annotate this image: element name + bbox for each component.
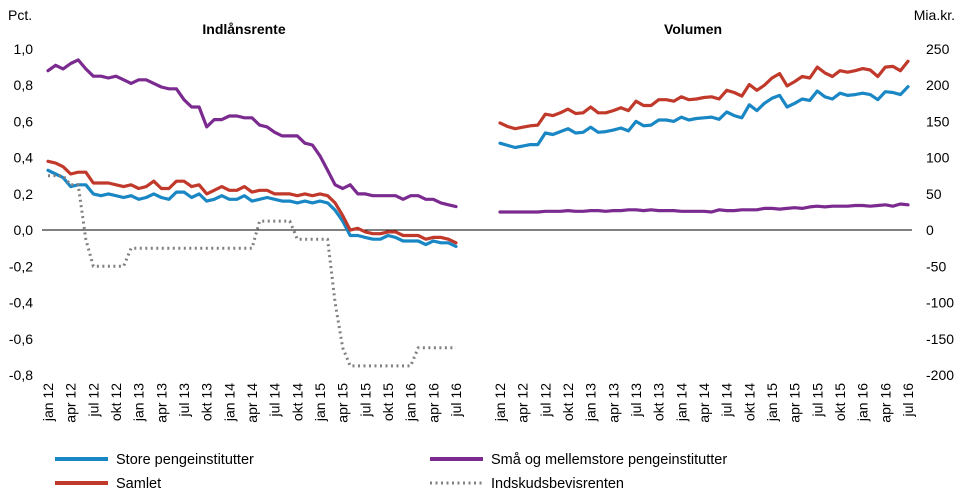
x-tick-label: okt 12 — [108, 383, 124, 421]
x-tick-label: jul 13 — [176, 383, 192, 418]
left-tick-label: -0,4 — [9, 295, 33, 311]
x-tick-label: apr 15 — [787, 383, 803, 423]
x-tick-label: jul 16 — [448, 383, 464, 418]
right-axis-unit: Mia.kr. — [914, 7, 955, 23]
legend-label-samlet: Samlet — [116, 476, 161, 492]
x-tick-label: jan 15 — [312, 383, 328, 422]
x-tick-label: apr 13 — [605, 383, 621, 423]
x-tick-label: okt 15 — [832, 383, 848, 421]
right-tick-label: 100 — [926, 150, 950, 166]
x-axis-ticks-left-panel: jan 12 apr 12 jul 12 okt 12 jan 13 apr 13 jul … — [40, 383, 464, 423]
left-axis-ticks: 1,0 0,8 0,6 0,4 0,2 0,0 -0,2 -0,4 -0,6 -0,8 — [9, 41, 33, 383]
right-tick-label: -200 — [926, 367, 954, 383]
x-tick-label: apr 14 — [244, 383, 260, 423]
x-tick-label: apr 12 — [515, 383, 531, 423]
x-tick-label: jul 14 — [719, 383, 735, 418]
x-tick-label: jul 15 — [357, 383, 373, 418]
left-tick-label: 0,8 — [14, 77, 34, 93]
panel-title-rates: Indlånsrente — [202, 21, 285, 37]
x-axis-ticks-right-panel: jan 12 apr 12 jul 12 okt 12 jan 13 apr 13 jul … — [492, 383, 916, 423]
legend: Store pengeinstitutter Små og mellemstor… — [55, 452, 727, 492]
x-tick-label: jul 12 — [85, 383, 101, 418]
x-tick-label: jan 12 — [40, 383, 56, 422]
legend-label-smaa: Små og mellemstore pengeinstitutter — [491, 452, 727, 468]
right-tick-label: 200 — [926, 77, 950, 93]
x-tick-label: okt 12 — [560, 383, 576, 421]
rate-line-samlet — [46, 159, 458, 245]
x-tick-label: okt 15 — [380, 383, 396, 421]
rate-line-store-pengeinstitutter — [46, 168, 458, 248]
x-tick-label: okt 13 — [199, 383, 215, 421]
x-tick-label: jul 12 — [537, 383, 553, 418]
right-tick-label: -150 — [926, 331, 954, 347]
x-tick-label: jan 13 — [583, 383, 599, 422]
x-tick-label: apr 15 — [335, 383, 351, 423]
volume-line-store-pengeinstitutter — [498, 85, 910, 150]
right-tick-label: 250 — [926, 41, 950, 57]
volume-line-samlet — [498, 59, 910, 131]
left-tick-label: 0,6 — [14, 113, 34, 129]
x-tick-label: jul 14 — [267, 383, 283, 418]
right-tick-label: 0 — [926, 222, 934, 238]
x-tick-label: jan 16 — [855, 383, 871, 422]
panel-title-volume: Volumen — [664, 21, 722, 37]
right-tick-label: -50 — [926, 258, 946, 274]
left-tick-label: 0,4 — [14, 150, 34, 166]
left-tick-label: 1,0 — [14, 41, 34, 57]
x-tick-label: okt 14 — [741, 383, 757, 421]
x-tick-label: jan 12 — [492, 383, 508, 422]
x-tick-label: jan 13 — [131, 383, 147, 422]
left-tick-label: -0,2 — [9, 258, 33, 274]
x-tick-label: apr 14 — [696, 383, 712, 423]
left-tick-label: -0,6 — [9, 331, 33, 347]
left-tick-label: 0,0 — [14, 222, 34, 238]
legend-label-indskud: Indskudsbevisrenten — [491, 476, 624, 492]
legend-label-store: Store pengeinstitutter — [116, 452, 254, 468]
x-tick-label: okt 14 — [289, 383, 305, 421]
x-tick-label: apr 13 — [153, 383, 169, 423]
x-tick-label: apr 16 — [877, 383, 893, 423]
volume-line-sma-og-mellemstore-pengeinstitutter — [498, 202, 910, 214]
x-tick-label: jul 16 — [900, 383, 916, 418]
x-tick-label: jul 13 — [628, 383, 644, 418]
x-tick-label: jan 16 — [403, 383, 419, 422]
x-tick-label: jan 15 — [764, 383, 780, 422]
left-tick-label: -0,8 — [9, 367, 33, 383]
series-lines — [46, 58, 910, 368]
x-tick-label: jan 14 — [221, 383, 237, 422]
x-tick-label: jul 15 — [809, 383, 825, 418]
x-tick-label: apr 16 — [425, 383, 441, 423]
x-tick-label: jan 14 — [673, 383, 689, 422]
right-tick-label: -100 — [926, 295, 954, 311]
left-axis-unit: Pct. — [8, 7, 32, 23]
x-tick-label: apr 12 — [63, 383, 79, 423]
right-tick-label: 150 — [926, 113, 950, 129]
right-axis-ticks: 250 200 150 100 50 0 -50 -100 -150 -200 — [926, 41, 954, 383]
rate-line-indskudsbevisrenten — [48, 174, 456, 368]
x-tick-label: okt 13 — [651, 383, 667, 421]
left-tick-label: 0,2 — [14, 186, 34, 202]
right-tick-label: 50 — [926, 186, 942, 202]
rate-line-sma-og-mellemstore-pengeinstitutter — [46, 58, 458, 209]
